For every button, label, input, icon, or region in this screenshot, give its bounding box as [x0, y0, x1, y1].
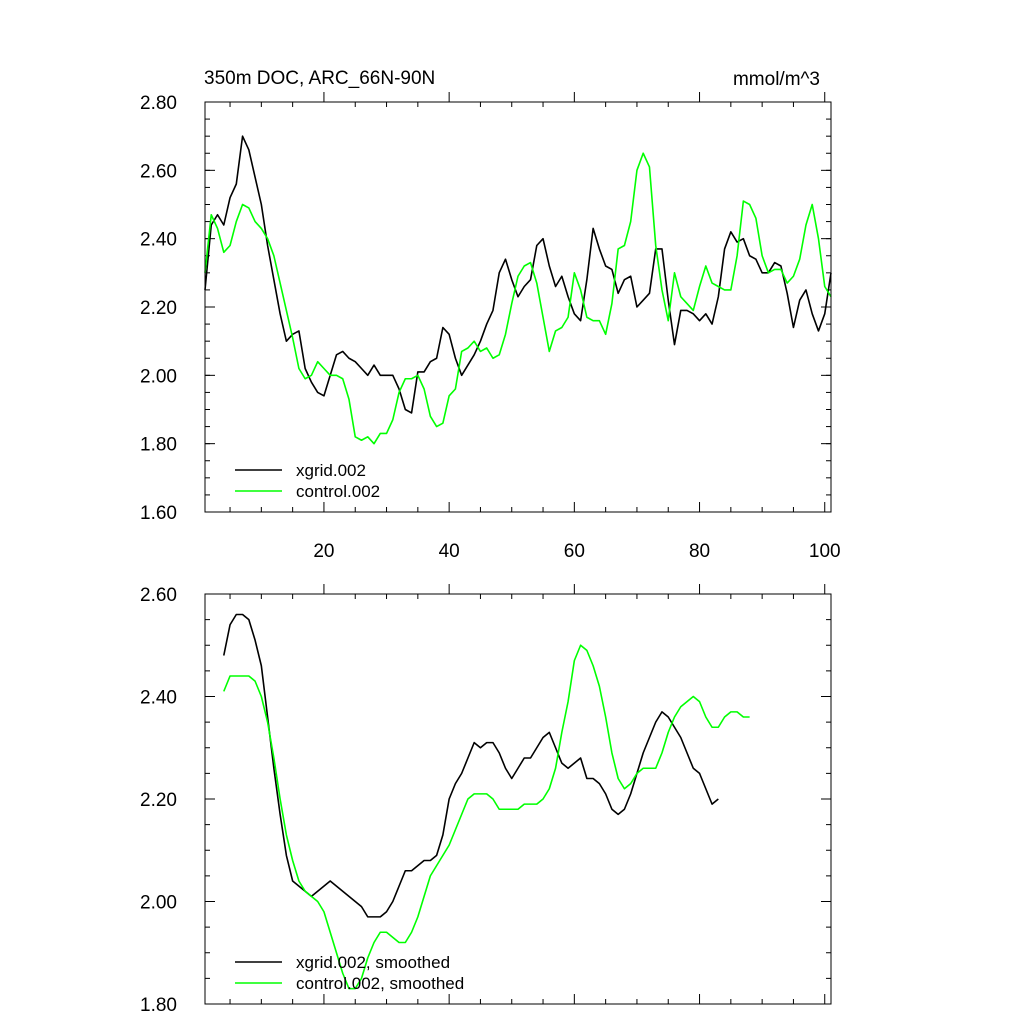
bottom-y-tick-label: 2.00 [140, 893, 177, 914]
units-label: mmol/m^3 [733, 69, 820, 90]
legend-label-control-smoothed: control.002, smoothed [296, 974, 464, 993]
bottom-series-line-1 [223, 644, 750, 990]
top-series-line-0 [204, 135, 832, 414]
legend-label-control: control.002 [296, 482, 380, 501]
top-plot-lines [204, 135, 832, 445]
top-x-tick-label: 100 [809, 541, 841, 562]
top-series-line-1 [204, 152, 832, 445]
top-x-tick-labels: 20 40 60 80 100 [313, 541, 840, 562]
top-y-tick-labels: 1.60 1.80 2.00 2.20 2.40 2.60 2.80 [140, 93, 177, 524]
bottom-plot-lines [222, 613, 750, 990]
top-plot-frame [204, 101, 832, 513]
top-panel: 350m DOC, ARC_66N-90N mmol/m^3 1.60 1.80 2… [140, 68, 841, 562]
bottom-y-tick-labels: 1.80 2.00 2.20 2.40 2.60 [140, 585, 177, 1016]
top-x-tick-label: 40 [439, 541, 460, 562]
legend-label-xgrid: xgrid.002 [296, 461, 366, 480]
top-y-tick-label: 2.00 [140, 366, 177, 387]
bottom-series-line-0 [222, 613, 719, 918]
top-x-tick-label: 60 [564, 541, 585, 562]
bottom-y-tick-label: 2.20 [140, 790, 177, 811]
chart-title: 350m DOC, ARC_66N-90N [204, 68, 435, 89]
top-legend: xgrid.002 control.002 [235, 461, 380, 501]
bottom-panel: 1.80 2.00 2.20 2.40 2.60 xgrid.002, smoothed… [140, 584, 832, 1016]
bottom-axis-ticks [205, 584, 831, 1005]
top-axis-ticks [205, 92, 831, 513]
top-y-tick-label: 2.60 [140, 161, 177, 182]
bottom-y-tick-label: 1.80 [140, 995, 177, 1016]
top-y-tick-label: 2.40 [140, 230, 177, 251]
top-x-tick-label: 80 [689, 541, 710, 562]
legend-label-xgrid-smoothed: xgrid.002, smoothed [296, 953, 450, 972]
bottom-y-tick-label: 2.60 [140, 585, 177, 606]
top-y-tick-label: 2.80 [140, 93, 177, 114]
top-y-tick-label: 1.80 [140, 435, 177, 456]
top-y-tick-label: 1.60 [140, 503, 177, 524]
top-y-tick-label: 2.20 [140, 298, 177, 319]
bottom-y-tick-label: 2.40 [140, 688, 177, 709]
bottom-plot-frame [204, 593, 832, 1005]
top-x-tick-label: 20 [313, 541, 334, 562]
bottom-legend: xgrid.002, smoothed control.002, smoothe… [235, 953, 464, 993]
